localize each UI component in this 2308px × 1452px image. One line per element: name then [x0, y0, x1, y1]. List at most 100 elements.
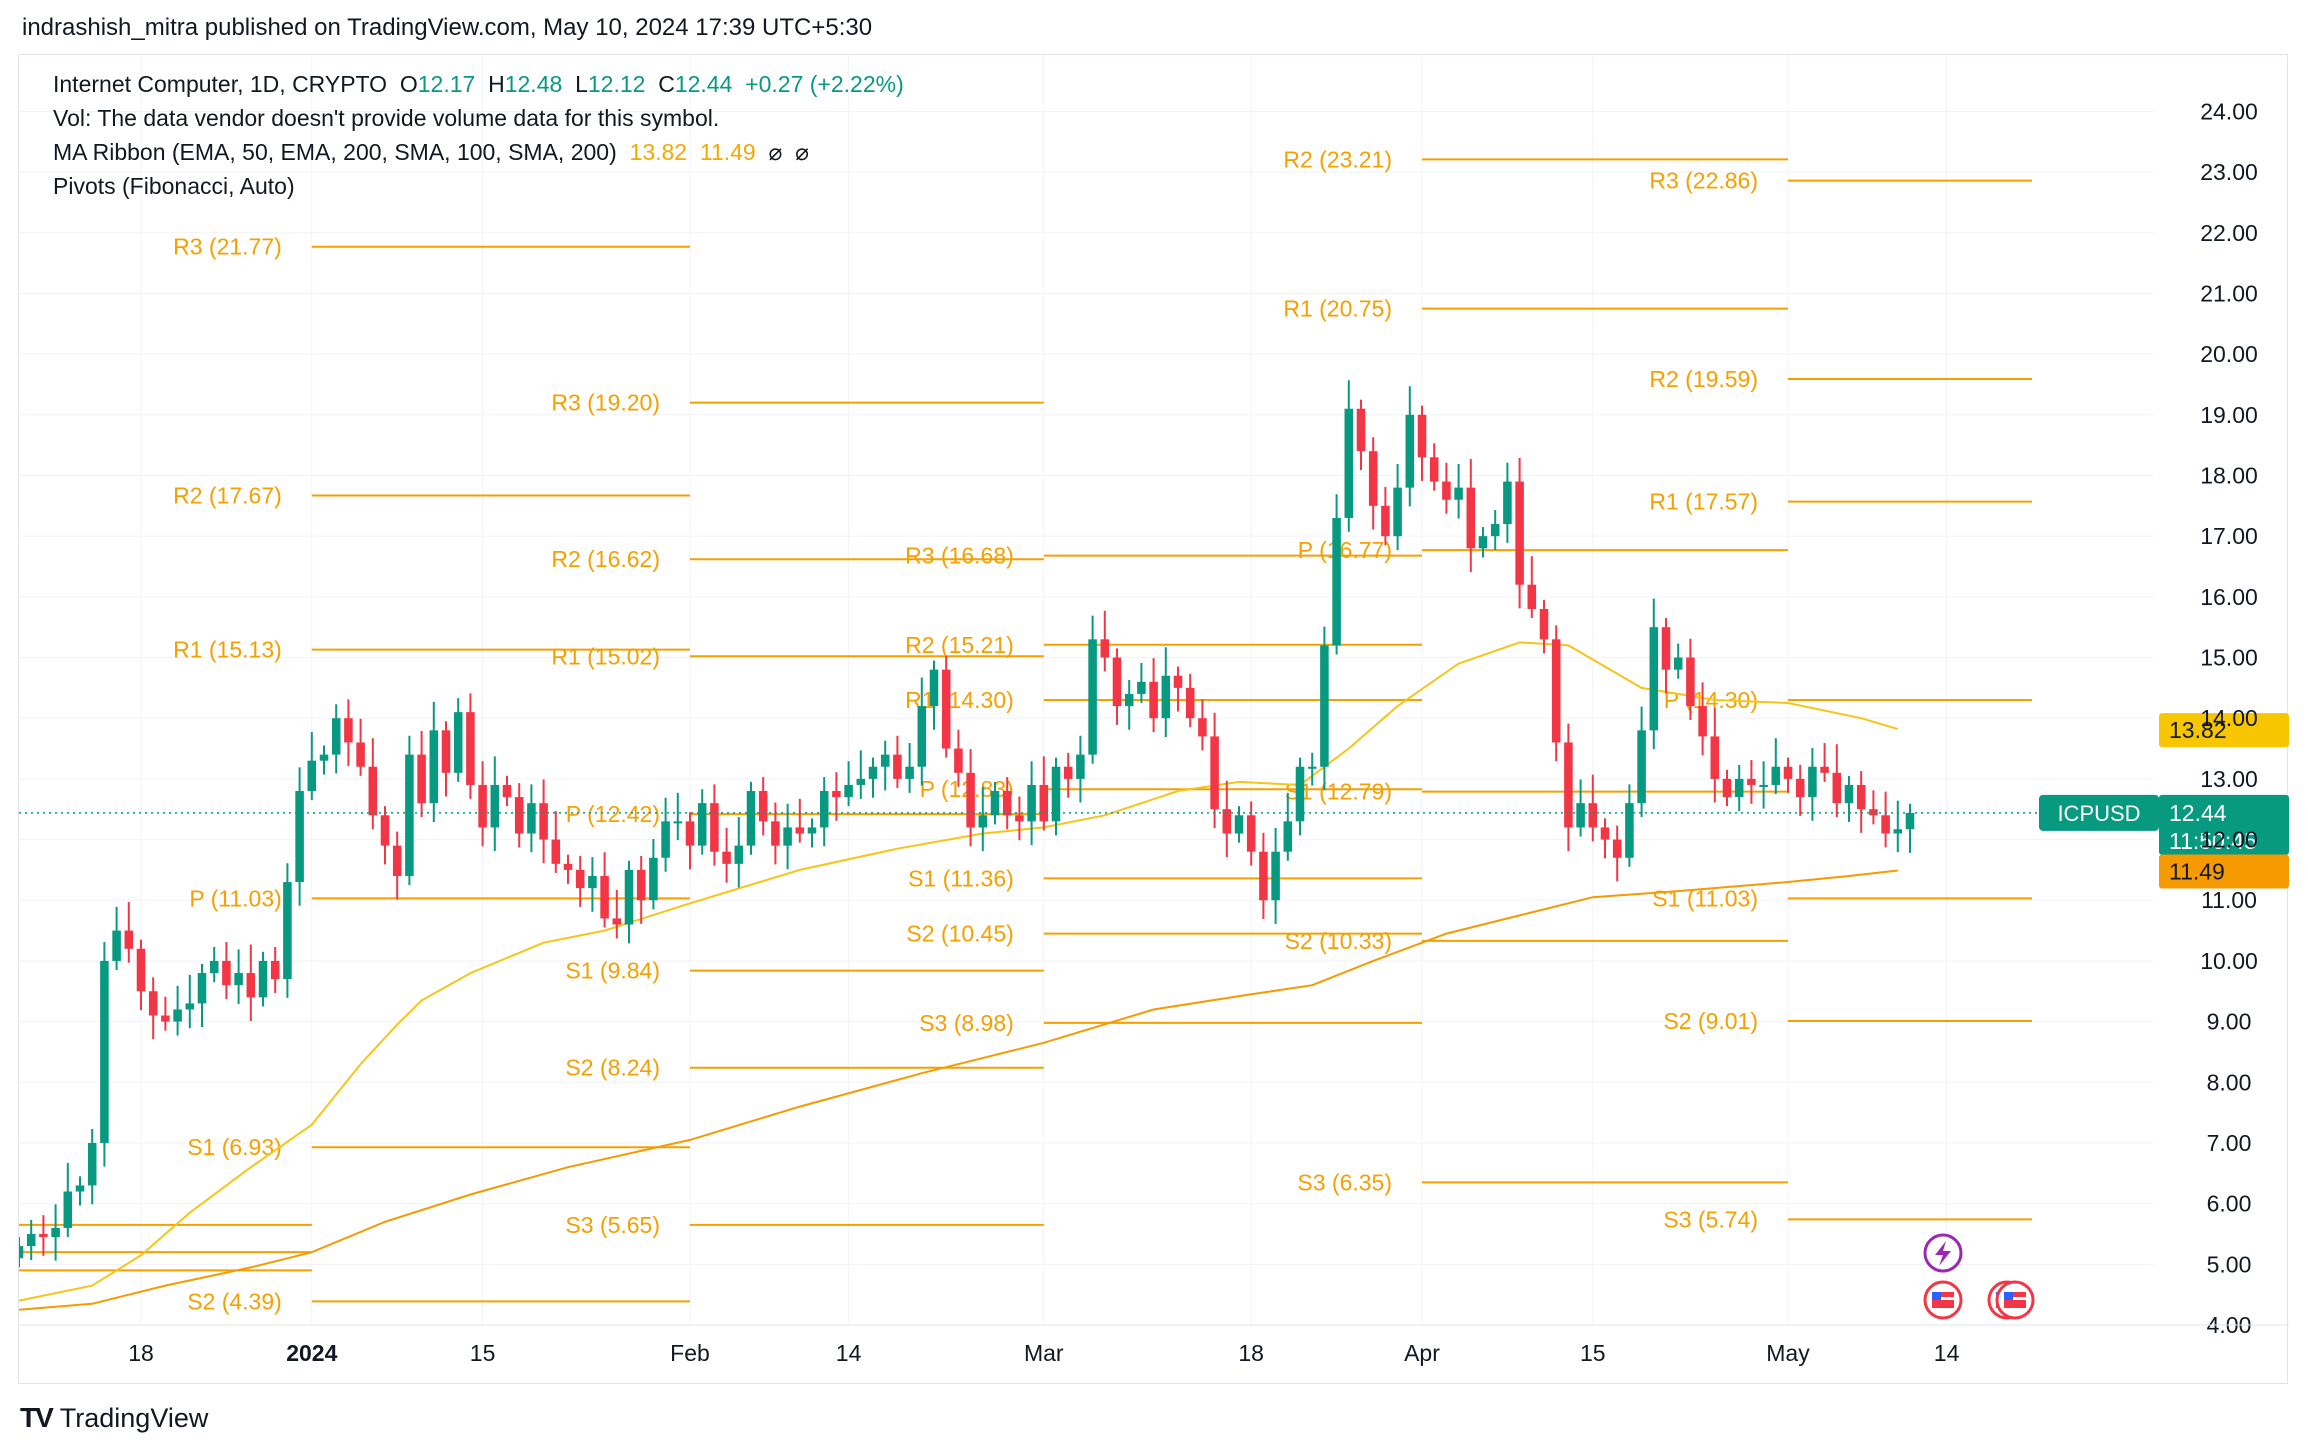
price-tick-label: 9.00 [2207, 1009, 2252, 1035]
candle-body [319, 754, 329, 761]
candle-body [1088, 639, 1097, 755]
time-axis: 18 2024 15 Feb 14 Mar 18 Apr 15 May 14 [19, 1324, 2289, 1366]
tradingview-brand: TradingView [59, 1402, 209, 1433]
candle-body [453, 712, 463, 773]
price-tick-label: 8.00 [2207, 1069, 2252, 1095]
candle-body [844, 784, 853, 798]
candle-body [222, 960, 231, 986]
time-tick-label: 15 [1580, 1340, 1606, 1366]
pivot-label: R3 (16.68) [905, 543, 1014, 569]
legend-open-label: O [399, 71, 418, 97]
candle-body [1673, 657, 1683, 670]
grid-layer [19, 55, 2154, 1326]
candle-body [1808, 766, 1817, 798]
pivot-label: P (12.42) [566, 801, 660, 827]
tradingview-mark-icon: TV [20, 1402, 54, 1433]
chart-frame[interactable]: R3 (21.77) R2 (17.67) R1 (15.13) P (11.03) S… [18, 54, 2289, 1385]
legend-symbol-name: Internet Computer, 1D, CRYPTO [53, 71, 388, 97]
publisher-line: indrashish_mitra published on TradingVie… [22, 14, 873, 41]
candle-body [1271, 851, 1280, 901]
candle-body [795, 827, 805, 834]
time-tick-label: 2024 [286, 1340, 337, 1366]
candle-body [234, 973, 243, 986]
candle-body [1637, 730, 1646, 804]
candle-body [1527, 584, 1537, 609]
candle-body [1454, 487, 1463, 500]
symbol-badge-label: ICPUSD [2057, 801, 2140, 826]
candle-body [1515, 481, 1524, 585]
candle-body [612, 918, 622, 925]
candle-body [1185, 687, 1195, 719]
candle-body [1051, 766, 1061, 822]
candle-body [356, 742, 365, 767]
candle-body [1356, 408, 1366, 452]
candle-body [1588, 803, 1598, 828]
price-tick-label: 22.00 [2200, 220, 2258, 246]
candle-body [1173, 675, 1183, 688]
legend-high-label: H [488, 71, 505, 97]
pivot-label: R2 (16.62) [551, 546, 660, 572]
pivot-label: S3 (6.35) [1297, 1169, 1392, 1195]
candle-body [661, 821, 670, 858]
candle-body [1295, 766, 1305, 822]
candle-body [1576, 803, 1585, 828]
time-tick-label: Feb [670, 1340, 710, 1366]
candle-body [1893, 829, 1903, 834]
candle-body [148, 991, 158, 1016]
candle-body [1490, 524, 1500, 537]
candle-body [1027, 784, 1036, 822]
candle-body [929, 669, 939, 707]
candle-body [63, 1191, 73, 1228]
candle-body [819, 791, 829, 828]
candle-body [575, 869, 585, 889]
pivot-label: S2 (9.01) [1663, 1008, 1758, 1034]
legend-ma-empty-1: ⌀ [768, 139, 783, 165]
candle-body [1466, 487, 1476, 549]
us-flag-icon-canton [2004, 1292, 2013, 1300]
candle-body [185, 1003, 195, 1010]
legend-open-value: 12.17 [417, 71, 476, 97]
last-price-value: 12.44 [2169, 800, 2227, 826]
candle-body [551, 839, 561, 864]
candle-body [87, 1142, 97, 1186]
pivot-label: R3 (21.77) [173, 234, 282, 260]
candle-body [1332, 517, 1341, 646]
legend-low-value: 12.12 [587, 71, 646, 97]
candle-body [722, 851, 731, 864]
pivot-label: R1 (20.75) [1283, 296, 1392, 322]
candle-body [295, 791, 304, 883]
price-tick-label: 23.00 [2200, 159, 2258, 185]
candle-body [1722, 778, 1732, 798]
candle-body [783, 827, 792, 846]
price-tick-label: 24.00 [2200, 98, 2258, 124]
candle-body [197, 973, 207, 1004]
candle-body [405, 754, 414, 876]
legend-ma-ribbon-line: MA Ribbon (EMA, 50, EMA, 200, SMA, 100, … [53, 139, 809, 166]
candle-body [563, 863, 573, 870]
candle-body [1344, 408, 1354, 518]
candle-body [1320, 645, 1329, 767]
candle-body [1551, 639, 1561, 743]
candle-body [832, 791, 841, 798]
candle-body [990, 791, 1000, 816]
candle-body [100, 960, 109, 1143]
candle-body [1234, 815, 1244, 834]
tradingview-logo[interactable]: TV TradingView [20, 1402, 208, 1434]
price-axis: 4.005.006.007.008.009.0010.0011.0012.001… [2200, 98, 2258, 1338]
candle-body [1002, 791, 1012, 816]
candle-body [1429, 457, 1439, 482]
candle-body [1368, 451, 1378, 506]
candle-body [441, 730, 451, 773]
us-flag-icon-canton [1932, 1292, 1941, 1300]
candle-body [1686, 657, 1695, 707]
candle-body [905, 766, 914, 779]
price-chart[interactable]: R3 (21.77) R2 (17.67) R1 (15.13) P (11.03) S… [19, 55, 2289, 1385]
price-tick-label: 7.00 [2207, 1130, 2252, 1156]
ma-badge-value: 11.49 [2169, 859, 2225, 885]
candle-body [1881, 815, 1890, 834]
legend-ma-value-1: 13.82 [629, 139, 688, 165]
price-tick-label: 6.00 [2207, 1191, 2252, 1217]
legend-high-value: 12.48 [504, 71, 563, 97]
candle-body [954, 748, 963, 773]
candle-body [527, 803, 536, 834]
